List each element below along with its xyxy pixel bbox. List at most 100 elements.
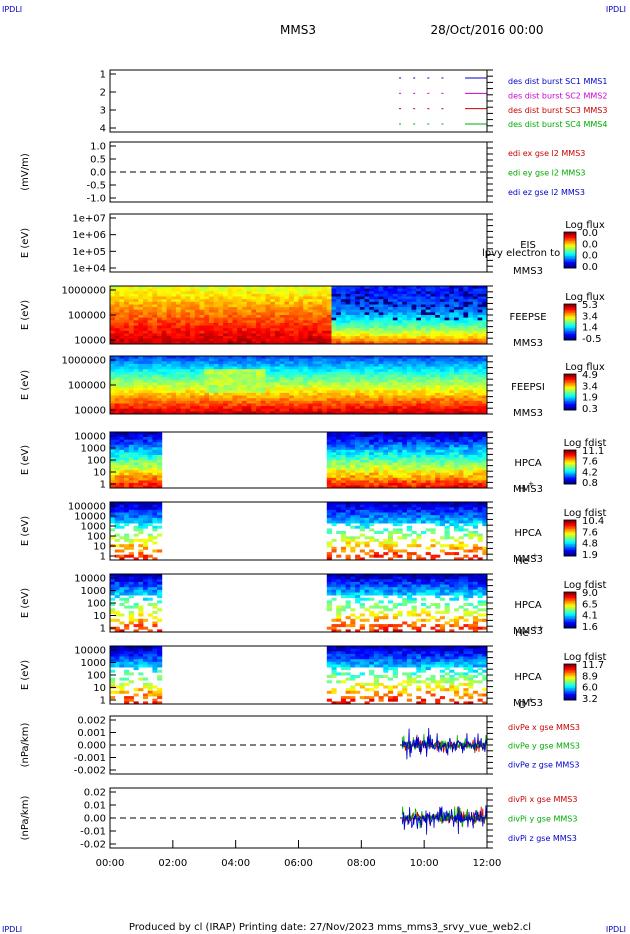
heatmap-cell — [449, 328, 455, 332]
heatmap-cell — [213, 293, 219, 297]
heatmap-cell — [402, 377, 408, 381]
heatmap-cell — [444, 312, 450, 316]
heatmap-cell — [204, 341, 210, 345]
heatmap-cell — [185, 338, 191, 342]
heatmap-cell — [463, 439, 469, 443]
heatmap-cell — [289, 371, 295, 375]
heatmap-cell — [279, 341, 285, 345]
heatmap-cell — [265, 325, 271, 329]
heatmap-cell — [364, 317, 370, 321]
heatmap-cell — [336, 507, 342, 511]
heatmap-cell — [270, 301, 276, 305]
heatmap-cell — [223, 398, 229, 402]
heatmap-cell — [463, 457, 469, 461]
heatmap-cell — [114, 312, 120, 316]
heatmap-cell — [246, 371, 252, 375]
heatmap-cell — [336, 338, 342, 342]
heatmap-cell — [312, 406, 318, 410]
heatmap-cell — [307, 325, 313, 329]
heatmap-cell — [326, 366, 332, 370]
heatmap-cell — [171, 341, 177, 345]
heatmap-cell — [373, 400, 379, 404]
heatmap-cell — [223, 374, 229, 378]
heatmap-cell — [472, 408, 478, 412]
heatmap-cell — [350, 460, 356, 463]
heatmap-cell — [468, 304, 474, 308]
legend-label: des dist burst SC3 MMS3 — [508, 106, 607, 115]
heatmap-cell — [274, 291, 280, 295]
heatmap-cell — [449, 369, 455, 373]
heatmap-cell — [260, 341, 266, 345]
heatmap-cell — [128, 482, 134, 486]
colorbar-title: Log fdist — [564, 438, 607, 449]
heatmap-cell — [128, 395, 134, 399]
heatmap-cell — [284, 325, 290, 329]
heatmap-cell — [425, 400, 431, 404]
heatmap-cell — [114, 408, 120, 412]
heatmap-cell — [336, 356, 342, 359]
heatmap-cell — [133, 296, 139, 300]
heatmap-cell — [340, 315, 346, 318]
heatmap-cell — [251, 293, 257, 297]
heatmap-cell — [246, 382, 252, 386]
heatmap-cell — [303, 293, 309, 297]
heatmap-cell — [326, 333, 332, 337]
heatmap-cell — [204, 408, 210, 412]
heatmap-cell — [119, 317, 125, 321]
heatmap-cell — [218, 385, 224, 388]
heatmap-cell — [350, 301, 356, 305]
heatmap-cell — [454, 330, 460, 334]
heatmap-cell — [355, 286, 361, 289]
heatmap-cell — [454, 317, 460, 321]
heatmap-cell — [128, 296, 134, 300]
heatmap-cell — [444, 341, 450, 345]
colorbar-cell — [564, 478, 576, 481]
heatmap-cell — [152, 549, 158, 553]
heatmap-cell — [204, 330, 210, 334]
burst-interval-dot — [413, 77, 416, 79]
heatmap-cell — [124, 475, 130, 479]
heatmap-cell — [232, 322, 238, 326]
heatmap-cell — [114, 504, 120, 508]
heatmap-cell — [270, 304, 276, 308]
heatmap-cell — [260, 286, 266, 289]
heatmap-cell — [458, 309, 464, 313]
heatmap-cell — [256, 330, 262, 334]
heatmap-cell — [421, 475, 427, 479]
heatmap-cell — [463, 296, 469, 300]
heatmap-cell — [303, 291, 309, 295]
heatmap-cell — [359, 447, 365, 451]
heatmap-cell — [157, 467, 163, 471]
heatmap-cell — [128, 520, 134, 524]
heatmap-cell — [232, 411, 238, 415]
heatmap-cell — [444, 452, 450, 456]
heatmap-cell — [166, 338, 172, 342]
heatmap-cell — [364, 330, 370, 334]
heatmap-cell — [425, 472, 431, 476]
heatmap-cell — [124, 315, 130, 318]
heatmap-cell — [166, 312, 172, 316]
heatmap-cell — [242, 377, 248, 381]
heatmap-cell — [430, 472, 436, 476]
heatmap-cell — [114, 467, 120, 471]
heatmap-cell — [430, 317, 436, 321]
heatmap-cell — [444, 437, 450, 440]
heatmap-cell — [199, 293, 205, 297]
heatmap-cell — [171, 398, 177, 402]
heatmap-cell — [128, 385, 134, 388]
heatmap-cell — [265, 333, 271, 337]
heatmap-cell — [430, 470, 436, 474]
heatmap-cell — [147, 480, 153, 484]
heatmap-cell — [227, 320, 233, 324]
heatmap-cell — [119, 454, 125, 458]
heatmap-cell — [388, 293, 394, 297]
heatmap-cell — [392, 301, 398, 305]
heatmap-cell — [274, 307, 280, 311]
heatmap-cell — [138, 449, 144, 453]
heatmap-cell — [383, 465, 389, 468]
heatmap-cell — [110, 299, 116, 303]
heatmap-cell — [373, 288, 379, 292]
instrument-label: MMS3 — [513, 266, 543, 277]
heatmap-cell — [152, 536, 158, 540]
heatmap-cell — [237, 301, 243, 305]
